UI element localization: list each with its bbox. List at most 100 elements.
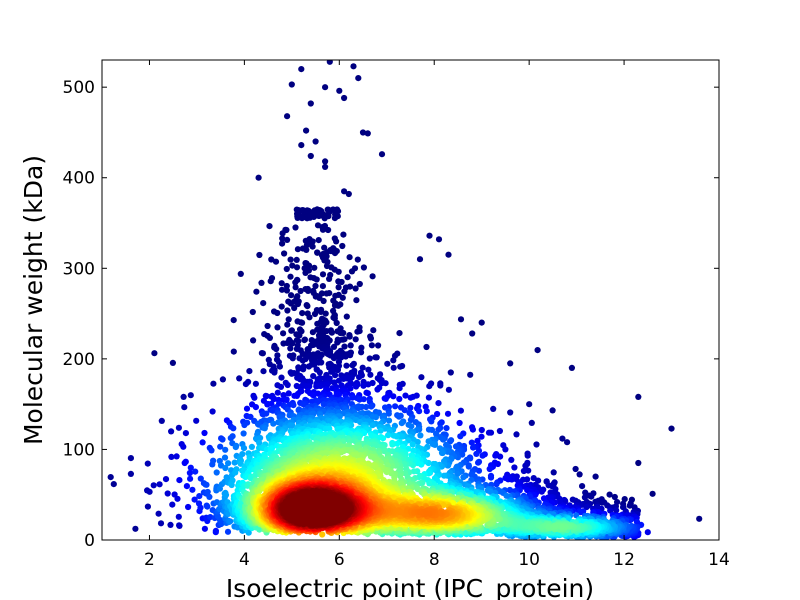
scatter-point: [313, 383, 320, 390]
scatter-point: [127, 470, 134, 477]
scatter-point: [227, 518, 234, 525]
scatter-point: [297, 287, 304, 295]
scatter-point: [407, 404, 414, 411]
scatter-point: [365, 381, 372, 388]
scatter-point: [583, 504, 590, 511]
scatter-point: [569, 496, 576, 503]
scatter-point: [293, 256, 300, 263]
scatter-point: [493, 481, 500, 488]
scatter-point: [568, 364, 576, 371]
scatter-point: [186, 469, 193, 477]
scatter-point: [222, 491, 230, 499]
scatter-point: [332, 372, 339, 379]
scatter-point: [370, 327, 377, 334]
scatter-point: [492, 452, 499, 459]
scatter-point: [169, 501, 176, 508]
scatter-point: [333, 319, 340, 327]
scatter-point: [392, 403, 399, 410]
scatter-point: [331, 250, 339, 257]
scatter-point: [278, 303, 285, 310]
scatter-point: [309, 329, 316, 336]
scatter-point: [156, 481, 163, 488]
scatter-point: [253, 288, 260, 295]
scatter-point: [304, 215, 311, 222]
scatter-point: [246, 368, 253, 375]
scatter-point: [312, 138, 319, 145]
scatter-point: [423, 343, 430, 351]
scatter-point: [390, 357, 397, 364]
scatter-point: [352, 336, 359, 343]
scatter-point: [240, 445, 248, 452]
scatter-point: [322, 163, 329, 170]
scatter-point: [219, 436, 226, 443]
scatter-point: [288, 81, 295, 88]
scatter-point: [291, 304, 298, 312]
scatter-point: [292, 224, 299, 231]
scatter-point: [210, 380, 217, 387]
scatter-point: [278, 286, 286, 293]
scatter-point: [258, 279, 265, 286]
scatter-point: [534, 347, 541, 354]
scatter-point: [390, 364, 397, 371]
scatter-point: [252, 380, 259, 387]
scatter-point: [426, 232, 433, 239]
scatter-point: [176, 522, 183, 529]
scatter-point: [230, 348, 237, 355]
scatter-point: [456, 419, 463, 427]
scatter-point: [213, 469, 220, 476]
scatter-point: [595, 509, 603, 516]
scatter-point: [341, 94, 348, 102]
scatter-point: [146, 488, 153, 495]
scatter-point: [369, 273, 376, 280]
scatter-point: [263, 410, 270, 417]
scatter-point: [426, 383, 433, 390]
scatter-point: [312, 282, 319, 290]
scatter-point: [592, 473, 599, 480]
scatter-point: [485, 429, 493, 436]
scatter-point: [303, 241, 311, 248]
scatter-point: [486, 465, 493, 473]
scatter-point: [478, 426, 485, 434]
scatter-point: [278, 374, 285, 381]
scatter-point: [277, 383, 285, 390]
scatter-point: [168, 428, 175, 435]
scatter-point: [270, 396, 277, 403]
scatter-point: [347, 385, 354, 392]
scatter-point: [280, 330, 287, 337]
scatter-point: [319, 271, 327, 278]
scatter-point: [259, 350, 266, 357]
scatter-point: [322, 84, 329, 91]
scatter-point: [284, 236, 291, 243]
scatter-point: [382, 395, 389, 402]
scatter-point: [274, 389, 281, 396]
scatter-point: [192, 468, 199, 475]
scatter-point: [341, 343, 348, 350]
scatter-point: [416, 408, 423, 415]
scatter-point: [314, 320, 321, 327]
scatter-point: [263, 393, 270, 400]
scatter-point: [284, 381, 291, 389]
scatter-point: [284, 307, 291, 314]
scatter-point: [364, 130, 371, 137]
scatter-point: [408, 423, 415, 430]
scatter-point: [183, 483, 190, 490]
scatter-point: [182, 458, 189, 465]
scatter-point: [132, 525, 139, 532]
scatter-point: [157, 520, 165, 527]
scatter-point: [358, 344, 365, 351]
scatter-point: [300, 401, 307, 408]
scatter-point: [292, 279, 299, 286]
scatter-point: [460, 474, 467, 481]
scatter-point: [169, 359, 176, 366]
scatter-point: [217, 443, 224, 450]
scatter-point: [626, 502, 633, 509]
scatter-point: [316, 369, 323, 376]
scatter-point: [203, 481, 210, 488]
scatter-point: [155, 510, 162, 517]
scatter-point: [396, 385, 403, 392]
scatter-point: [396, 395, 403, 403]
scatter-point: [176, 477, 183, 484]
scatter-point: [425, 394, 432, 401]
scatter-point: [398, 420, 405, 427]
